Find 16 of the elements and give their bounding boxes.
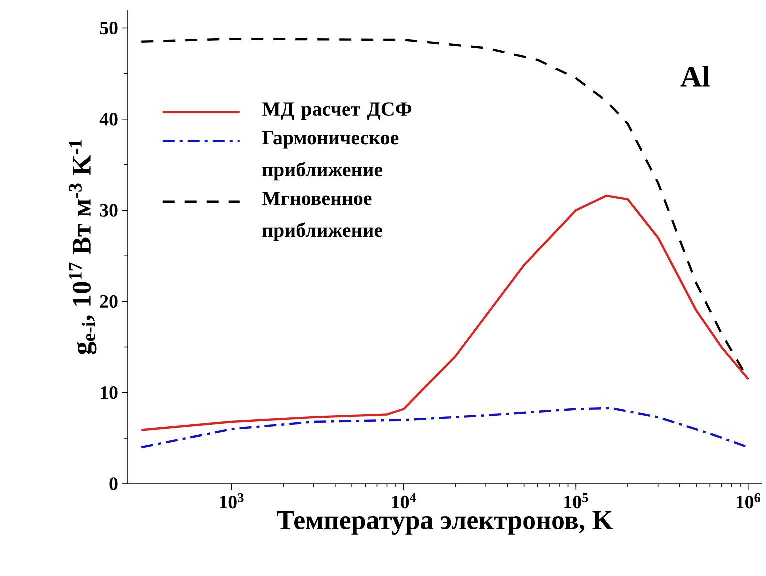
legend-label: Мгновенное приближение [262, 192, 383, 242]
y-tick-label: 20 [100, 295, 118, 308]
y-axis-title: g$_{e-i}$, 10$^{17}$ Вт м$^{-3}$ K$^{-1}$ [69, 140, 97, 355]
legend-label: МД расчет ДСФ [262, 102, 412, 120]
x-tick-label: 10$^{3}$ [220, 494, 244, 509]
y-tick-label: 40 [100, 113, 118, 126]
x-tick-label: 10$^{5}$ [564, 494, 588, 509]
y-tick-label: 30 [100, 204, 118, 217]
y-tick-label: 50 [100, 22, 118, 35]
x-tick-label: 10$^{4}$ [392, 494, 416, 509]
y-tick-label: 10 [101, 386, 118, 400]
x-axis-title: Температура электронов, K [277, 512, 614, 535]
x-tick-label: 10$^{6}$ [736, 494, 761, 509]
annotation: Al [680, 66, 710, 87]
legend-label: Гармоническое приближение [262, 131, 399, 181]
y-tick-label: 0 [110, 478, 118, 490]
